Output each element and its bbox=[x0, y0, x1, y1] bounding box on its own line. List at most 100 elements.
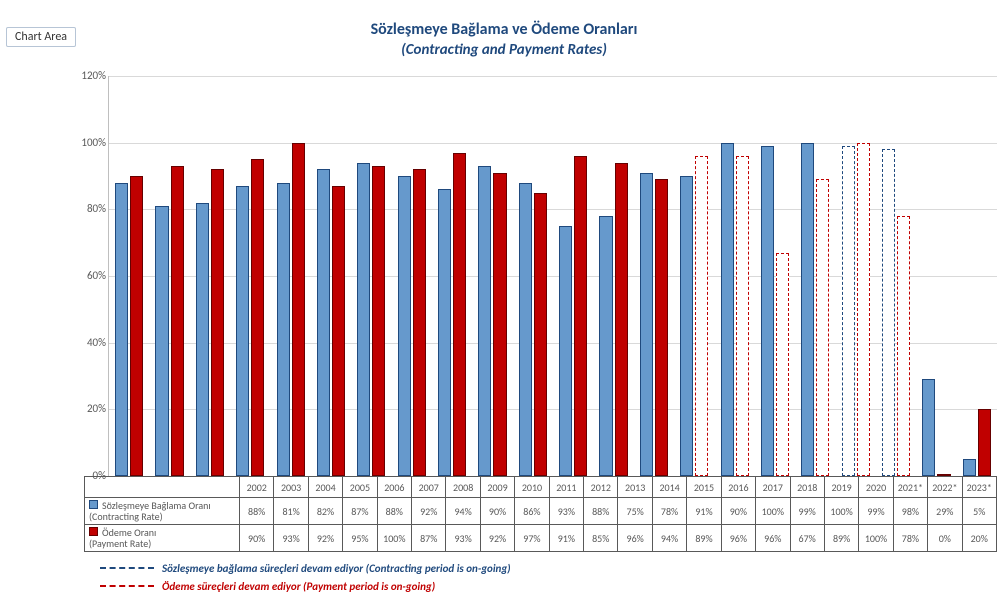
table-year-header: 2012 bbox=[584, 477, 618, 498]
table-year-header: 2006 bbox=[377, 477, 411, 498]
data-table: 2002200320042005200620072008200920102011… bbox=[84, 476, 997, 552]
category-group bbox=[634, 76, 674, 476]
table-year-header: 2010 bbox=[515, 477, 549, 498]
table-year-header: 2002 bbox=[240, 477, 274, 498]
table-cell: 85% bbox=[584, 525, 618, 552]
table-cell: 67% bbox=[790, 525, 824, 552]
bar-payment bbox=[736, 156, 749, 476]
table-year-header: 2018 bbox=[790, 477, 824, 498]
table-cell: 91% bbox=[549, 525, 583, 552]
table-year-header: 2021* bbox=[893, 477, 927, 498]
table-year-header: 2020 bbox=[859, 477, 893, 498]
y-tick-label: 80% bbox=[66, 202, 106, 215]
table-cell: 5% bbox=[962, 498, 996, 525]
bar-contracting bbox=[155, 206, 168, 476]
bar-payment bbox=[413, 169, 426, 476]
table-cell: 100% bbox=[859, 525, 893, 552]
bar-payment bbox=[857, 143, 870, 476]
bar-payment bbox=[211, 169, 224, 476]
bar-contracting bbox=[680, 176, 693, 476]
bar-payment bbox=[372, 166, 385, 476]
bar-payment bbox=[493, 173, 506, 476]
bar-contracting bbox=[922, 379, 935, 476]
table-cell: 89% bbox=[687, 525, 721, 552]
y-tick-label: 20% bbox=[66, 402, 106, 415]
table-cell: 82% bbox=[308, 498, 342, 525]
table-cell: 78% bbox=[893, 525, 927, 552]
y-tick-label: 60% bbox=[66, 269, 106, 282]
row-label: Sözleşmeye Bağlama Oranı(Contracting Rat… bbox=[89, 499, 211, 523]
bar-payment bbox=[292, 143, 305, 476]
bar-contracting bbox=[721, 143, 734, 476]
footnotes: Sözleşmeye bağlama süreçleri devam ediyo… bbox=[100, 559, 511, 595]
table-cell: 100% bbox=[824, 498, 858, 525]
bar-contracting bbox=[277, 183, 290, 476]
category-group bbox=[190, 76, 230, 476]
category-group bbox=[109, 76, 149, 476]
table-rowhead-payment: Ödeme Oranı(Payment Rate) bbox=[85, 525, 240, 552]
table-cell: 87% bbox=[412, 525, 446, 552]
bar-payment bbox=[130, 176, 143, 476]
bar-contracting bbox=[963, 459, 976, 476]
footnote-row: Sözleşmeye bağlama süreçleri devam ediyo… bbox=[100, 559, 511, 577]
table-cell: 88% bbox=[377, 498, 411, 525]
table-cell: 99% bbox=[790, 498, 824, 525]
bar-contracting bbox=[115, 183, 128, 476]
table-year-header: 2007 bbox=[412, 477, 446, 498]
table-year-header: 2023* bbox=[962, 477, 996, 498]
category-group bbox=[270, 76, 310, 476]
table-cell: 86% bbox=[515, 498, 549, 525]
table-cell: 90% bbox=[721, 498, 755, 525]
table-cell: 78% bbox=[652, 498, 686, 525]
bar-contracting bbox=[801, 143, 814, 476]
bar-contracting bbox=[599, 216, 612, 476]
category-group bbox=[916, 76, 956, 476]
category-group bbox=[755, 76, 795, 476]
table-cell: 98% bbox=[893, 498, 927, 525]
table-cell: 95% bbox=[343, 525, 377, 552]
bar-payment bbox=[897, 216, 910, 476]
table-cell: 93% bbox=[549, 498, 583, 525]
table-cell: 87% bbox=[343, 498, 377, 525]
table-cell: 92% bbox=[308, 525, 342, 552]
table-cell: 88% bbox=[240, 498, 274, 525]
table-year-header: 2022* bbox=[928, 477, 962, 498]
table-cell: 88% bbox=[584, 498, 618, 525]
bar-contracting bbox=[761, 146, 774, 476]
bar-contracting bbox=[236, 186, 249, 476]
bar-contracting bbox=[398, 176, 411, 476]
category-group bbox=[957, 76, 997, 476]
category-group bbox=[472, 76, 512, 476]
table-year-header: 2009 bbox=[480, 477, 514, 498]
table-year-header: 2016 bbox=[721, 477, 755, 498]
table-cell: 100% bbox=[756, 498, 790, 525]
table-year-header: 2005 bbox=[343, 477, 377, 498]
table-year-header: 2004 bbox=[308, 477, 342, 498]
bar-contracting bbox=[882, 149, 895, 476]
table-year-header: 2019 bbox=[824, 477, 858, 498]
category-group bbox=[392, 76, 432, 476]
category-group bbox=[795, 76, 835, 476]
table-cell: 96% bbox=[721, 525, 755, 552]
bar-contracting bbox=[559, 226, 572, 476]
table-cell: 81% bbox=[274, 498, 308, 525]
row-label: Ödeme Oranı(Payment Rate) bbox=[89, 526, 156, 550]
bar-payment bbox=[453, 153, 466, 476]
table-cell: 75% bbox=[618, 498, 652, 525]
category-group bbox=[432, 76, 472, 476]
bar-contracting bbox=[478, 166, 491, 476]
bar-contracting bbox=[438, 189, 451, 476]
category-group bbox=[230, 76, 270, 476]
bar-payment bbox=[816, 179, 829, 476]
y-tick-label: 40% bbox=[66, 336, 106, 349]
legend-marker-payment bbox=[89, 527, 98, 536]
legend-marker-contracting bbox=[89, 500, 98, 509]
category-group bbox=[714, 76, 754, 476]
bar-payment bbox=[534, 193, 547, 476]
bar-payment bbox=[655, 179, 668, 476]
table-cell: 96% bbox=[756, 525, 790, 552]
category-group bbox=[553, 76, 593, 476]
table-year-header: 2017 bbox=[756, 477, 790, 498]
category-group bbox=[593, 76, 633, 476]
table-cell: 90% bbox=[480, 498, 514, 525]
